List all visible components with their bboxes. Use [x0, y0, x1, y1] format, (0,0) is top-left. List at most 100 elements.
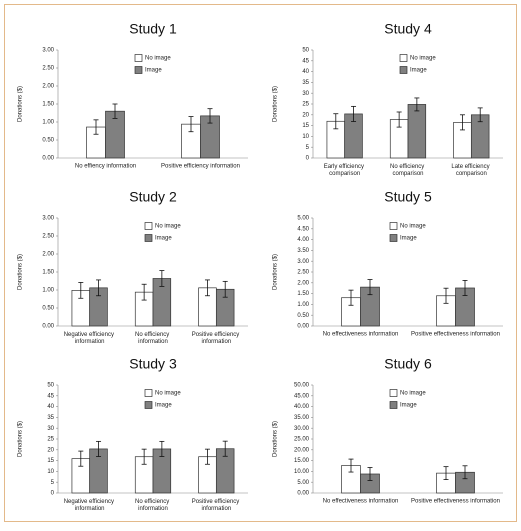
y-tick-label: 5.00 — [297, 216, 309, 222]
y-tick-label: 0.50 — [42, 306, 54, 312]
chart-title: Study 1 — [129, 21, 177, 37]
legend-label: Image — [400, 403, 417, 409]
y-tick-label: 2.50 — [297, 270, 309, 276]
y-tick-label: 1.00 — [42, 120, 54, 126]
legend-label: Image — [145, 68, 162, 74]
y-tick-label: 3.00 — [42, 216, 54, 222]
y-tick-label: 40 — [47, 404, 54, 410]
y-tick-label: 20.00 — [294, 447, 310, 453]
x-tick-label: Positive efficiency information — [192, 332, 241, 345]
y-tick-label: 1.50 — [42, 270, 54, 276]
y-tick-label: 0.50 — [42, 138, 54, 144]
y-tick-label: 0.00 — [297, 491, 309, 497]
y-tick-label: 30 — [302, 91, 309, 97]
y-tick-label: 15 — [47, 458, 54, 464]
bar — [407, 104, 427, 159]
legend-swatch — [144, 234, 153, 242]
x-tick-label: No effectiveness information — [323, 499, 399, 505]
x-tick-label: No effectiveness information — [323, 332, 399, 338]
chart-title: Study 3 — [129, 356, 177, 372]
x-tick-label: Late efficiency comparison — [451, 164, 491, 177]
y-tick-label: 40 — [302, 69, 309, 75]
y-tick-label: 20 — [47, 447, 54, 453]
legend-swatch — [389, 222, 398, 230]
legend-label: No image — [155, 391, 181, 397]
y-tick-label: 3.00 — [42, 48, 54, 54]
y-tick-label: 30 — [47, 426, 54, 432]
y-tick-label: 2.50 — [42, 66, 54, 72]
x-tick-label: Negative efficiency information — [64, 499, 116, 512]
y-tick-label: 2.00 — [42, 252, 54, 258]
y-axis-title: Donations ($) — [273, 254, 279, 290]
chart-panel: Study 4 Donations ($) 0 5 10 15 20 25 30 35 40 45 50… — [273, 21, 503, 177]
y-tick-label: 20 — [302, 112, 309, 118]
y-tick-label: 1.50 — [42, 102, 54, 108]
y-tick-label: 2.00 — [297, 280, 309, 286]
y-tick-label: 0 — [51, 491, 55, 497]
x-tick-label: No effiency information — [75, 164, 136, 170]
y-tick-label: 15.00 — [294, 458, 310, 464]
legend-swatch — [389, 234, 398, 242]
x-tick-label: No efficiency information — [135, 499, 171, 512]
y-tick-label: 4.50 — [297, 226, 309, 232]
y-tick-label: 25 — [302, 102, 309, 108]
x-tick-label: No efficiency comparison — [390, 164, 426, 177]
legend-swatch — [134, 66, 143, 74]
y-tick-label: 0.00 — [42, 156, 54, 162]
y-tick-label: 40.00 — [294, 404, 310, 410]
y-tick-label: 3.00 — [297, 259, 309, 265]
y-axis-title: Donations ($) — [273, 86, 279, 122]
legend-swatch — [144, 222, 153, 230]
y-tick-label: 45 — [47, 393, 54, 399]
y-tick-label: 45 — [302, 58, 309, 64]
legend-label: Image — [155, 236, 172, 242]
y-tick-label: 5.00 — [297, 480, 309, 486]
x-tick-label: Positive effectiveness information — [411, 499, 500, 505]
legend-label: Image — [410, 68, 427, 74]
y-tick-label: 1.00 — [42, 288, 54, 294]
y-tick-label: 30.00 — [294, 426, 310, 432]
legend-swatch — [389, 389, 398, 397]
y-tick-label: 1.00 — [297, 302, 309, 308]
x-tick-label: Positive effectiveness information — [411, 332, 500, 338]
figure-border — [4, 4, 517, 522]
y-tick-label: 0.00 — [42, 324, 54, 330]
y-tick-label: 2.50 — [42, 234, 54, 240]
y-tick-label: 25.00 — [294, 437, 310, 443]
legend-label: No image — [400, 224, 426, 230]
y-tick-label: 25 — [47, 437, 54, 443]
x-tick-label: No efficiency information — [135, 332, 171, 345]
x-tick-label: Negative efficiency information — [64, 332, 116, 345]
chart-panel: Study 3 Donations ($) 0 5 10 15 20 25 30 35 40 45 50… — [18, 356, 248, 512]
y-axis-title: Donations ($) — [273, 421, 279, 457]
y-tick-label: 10 — [47, 469, 54, 475]
legend-label: No image — [410, 56, 436, 62]
legend-label: Image — [155, 403, 172, 409]
y-tick-label: 4.00 — [297, 237, 309, 243]
y-tick-label: 5 — [306, 145, 310, 151]
y-tick-label: 10.00 — [294, 469, 310, 475]
chart-panel: Study 5 Donations ($) 0.00 0.50 1.00 1.50 2.00… — [273, 189, 503, 338]
y-tick-label: 2.00 — [42, 84, 54, 90]
y-tick-label: 0.50 — [297, 313, 309, 319]
y-tick-label: 0.00 — [297, 324, 309, 330]
legend-swatch — [389, 401, 398, 409]
y-tick-label: 5 — [51, 480, 55, 486]
chart-panel: Study 6 Donations ($) 0.00 5.00 10.00 15.00 20… — [273, 356, 503, 505]
legend-swatch — [144, 401, 153, 409]
legend-label: No image — [145, 56, 171, 62]
y-tick-label: 1.50 — [297, 291, 309, 297]
chart-panel: Study 1 Donations ($) 0.00 0.50 1.00 1.50 2.00… — [18, 21, 248, 170]
legend-swatch — [399, 66, 408, 74]
y-tick-label: 10 — [302, 134, 309, 140]
y-tick-label: 50.00 — [294, 383, 310, 389]
x-tick-label: Early efficiency comparison — [324, 164, 366, 177]
x-tick-label: Positive efficiency information — [161, 164, 240, 170]
y-tick-label: 15 — [302, 123, 309, 129]
y-tick-label: 3.50 — [297, 248, 309, 254]
y-tick-label: 45.00 — [294, 393, 310, 399]
y-tick-label: 35 — [302, 80, 309, 86]
chart-title: Study 4 — [384, 21, 432, 37]
legend-swatch — [134, 54, 143, 62]
